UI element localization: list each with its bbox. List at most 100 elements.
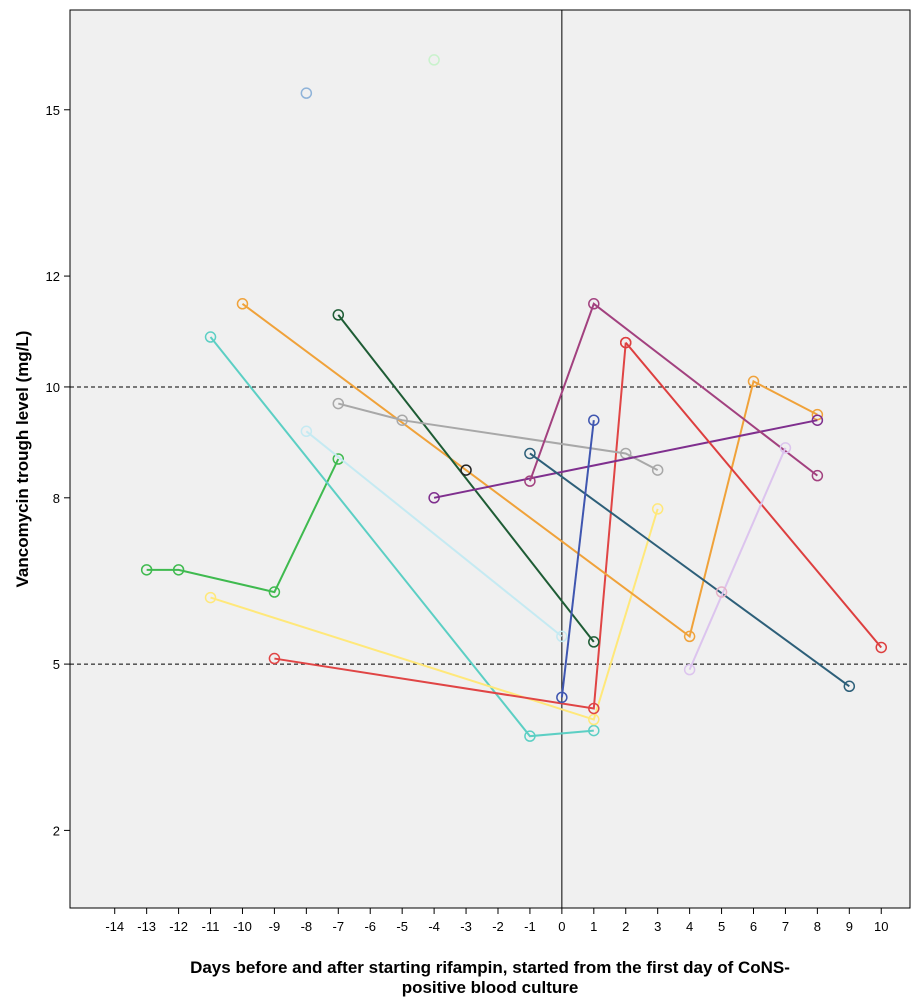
x-tick-label: -12 [169,919,188,934]
y-axis-title: Vancomycin trough level (mg/L) [13,331,32,588]
series-line [529,452,850,688]
x-tick-label: 3 [654,919,661,934]
data-point [683,630,696,643]
data-point [524,447,536,460]
series-line [338,402,659,471]
series-16 [428,54,440,66]
x-axis-ticks: -14 -13 -12 -11 -10 -9 -8 -7 -6 -5 -4 -3 -2 -1 0 1 2 3 4 5 6… [105,908,888,934]
data-point [556,630,568,643]
series-9 [428,414,824,504]
x-tick-label: -6 [364,919,376,934]
y-tick-label: 5 [53,657,60,672]
series-line [624,341,883,649]
series-13 [619,336,888,654]
x-tick-label: 6 [750,919,757,934]
data-point [588,702,600,715]
series-6 [332,309,600,648]
data-point [683,663,696,676]
data-point [524,475,536,487]
x-tick-label: -13 [137,919,156,934]
x-tick-label: -4 [428,919,440,934]
series-line [241,302,818,639]
x-tick-label: 8 [814,919,821,934]
data-point [300,87,313,99]
x-tick-label: 4 [686,919,693,934]
series-5 [236,298,824,643]
x-tick-label: 1 [590,919,597,934]
series-8 [300,425,568,643]
x-axis-title: Days before and after starting rifampin,… [190,958,790,997]
data-point [236,298,249,310]
series-line [688,447,787,671]
y-tick-label: 12 [46,269,60,284]
data-point [651,464,664,476]
data-point [332,397,345,410]
x-tick-label: 2 [622,919,629,934]
x-tick-label: -9 [269,919,281,934]
data-point [811,414,824,426]
x-tick-label: -11 [202,919,220,934]
series-18 [715,586,728,598]
data-point [428,492,440,504]
x-tick-label: 7 [782,919,789,934]
y-tick-label: 2 [53,823,60,838]
series-line [274,342,627,710]
series-17 [460,464,472,476]
data-point [140,564,153,576]
x-tick-label: 9 [846,919,853,934]
x-tick-label: 10 [874,919,888,934]
y-tick-label: 10 [46,380,60,395]
data-point [588,414,600,426]
x-tick-label: -10 [233,919,252,934]
data-point [396,414,408,426]
data-point [524,730,536,742]
series-11 [524,447,856,693]
data-point [588,298,600,310]
series-layer [140,54,888,742]
series-15 [300,87,313,99]
series-line [305,430,563,638]
data-point [875,641,888,654]
data-point [843,680,856,693]
y-tick-label: 15 [46,103,60,118]
data-point [588,713,600,726]
series-line [210,508,659,721]
x-tick-label: -1 [524,919,536,934]
data-point [619,336,632,349]
data-point [172,564,185,576]
data-point [588,724,600,737]
x-tick-label: -14 [105,919,124,934]
x-tick-label: -7 [333,919,345,934]
data-point [300,425,313,438]
data-point [268,586,281,598]
x-tick-label: -5 [396,919,408,934]
data-point [428,54,440,66]
data-point [332,453,345,465]
series-10 [524,298,824,487]
y-tick-label: 8 [53,491,60,506]
data-point [460,464,472,476]
series-line [337,314,595,643]
data-point [204,591,217,604]
series-line [560,420,595,698]
series-14 [683,442,792,676]
plot-area [69,9,911,909]
series-line [528,302,818,482]
data-point [811,469,824,482]
series-12 [556,414,600,704]
y-axis-ticks: 2 5 8 10 12 15 [46,103,70,838]
data-point [556,691,568,704]
data-point [651,503,664,515]
data-point [204,331,217,343]
x-tick-label: -3 [460,919,472,934]
reference-lines [70,10,910,908]
series-3 [204,503,664,726]
x-tick-label: 5 [718,919,725,934]
series-1 [140,453,345,598]
series-line [146,458,340,594]
data-point [715,586,728,598]
data-point [747,375,760,388]
series-line [209,336,594,738]
x-tick-label: -2 [492,919,504,934]
